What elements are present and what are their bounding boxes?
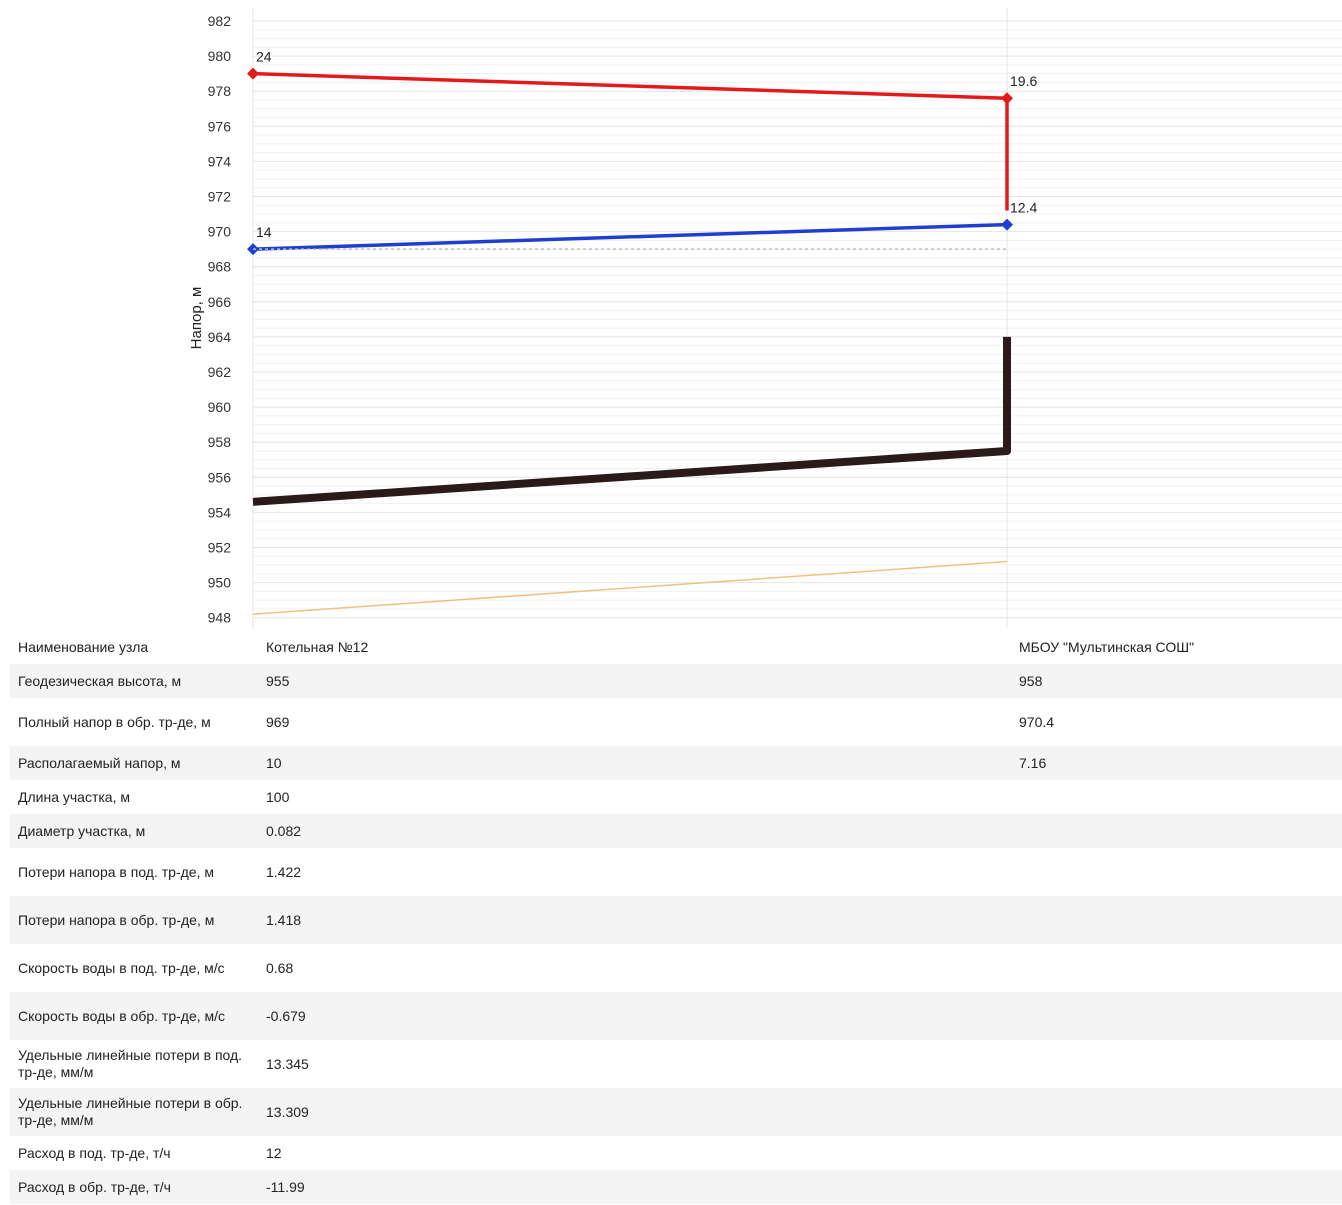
node2-value bbox=[1011, 944, 1342, 992]
y-tick-label: 954 bbox=[208, 504, 232, 520]
table-row: Удельные линейные потери в под. тр-де, м… bbox=[10, 1040, 1342, 1088]
data-label: 14 bbox=[256, 224, 272, 240]
series-line-supply bbox=[252, 71, 1009, 211]
y-tick-label: 974 bbox=[208, 153, 232, 169]
chart-annotations: 24 19.6 14 12.4 bbox=[256, 49, 1037, 240]
series-line-depth bbox=[252, 560, 1008, 615]
table-row: Скорость воды в обр. тр-де, м/с -0.679 bbox=[10, 992, 1342, 1040]
y-tick-label: 978 bbox=[208, 83, 232, 99]
data-label: 19.6 bbox=[1010, 73, 1037, 89]
row-label: Расход в под. тр-де, т/ч bbox=[18, 1144, 171, 1161]
row-label: Располагаемый напор, м bbox=[18, 754, 181, 771]
table-row: Расход в под. тр-де, т/ч 12 bbox=[10, 1136, 1342, 1170]
node2-value bbox=[1011, 814, 1342, 848]
row-label: Расход в обр. тр-де, т/ч bbox=[18, 1178, 171, 1195]
row-label: Потери напора в под. тр-де, м bbox=[18, 863, 214, 880]
y-tick-label: 966 bbox=[208, 294, 232, 310]
node1-value: 10 bbox=[266, 754, 282, 771]
y-tick-label: 952 bbox=[208, 540, 232, 556]
y-axis-label: Напор, м bbox=[188, 287, 205, 350]
table-row: Длина участка, м 100 bbox=[10, 780, 1342, 814]
series-line-ground bbox=[252, 336, 1011, 506]
node1-value: 0.082 bbox=[266, 822, 302, 839]
y-tick-label: 960 bbox=[208, 399, 232, 415]
node2-value: 7.16 bbox=[1019, 754, 1047, 771]
row-label: Удельные линейные потери в под. тр-де, м… bbox=[18, 1047, 243, 1080]
y-tick-label: 962 bbox=[208, 364, 232, 380]
table-row: Удельные линейные потери в обр. тр-де, м… bbox=[10, 1088, 1342, 1136]
node2-value bbox=[1011, 1088, 1342, 1136]
node2-value: 958 bbox=[1019, 672, 1043, 689]
node2-value bbox=[1011, 896, 1342, 944]
y-tick-label: 958 bbox=[208, 434, 232, 450]
table-row: Расход в обр. тр-де, т/ч -11.99 bbox=[10, 1170, 1342, 1204]
node1-value: -11.99 bbox=[266, 1178, 305, 1195]
node1-value: 12 bbox=[266, 1144, 282, 1161]
y-tick-label: 982 bbox=[208, 13, 232, 29]
node2-value bbox=[1011, 1170, 1342, 1204]
node2-value bbox=[1011, 992, 1342, 1040]
row-label: Полный напор в обр. тр-де, м bbox=[18, 713, 211, 730]
series-point-return bbox=[1001, 218, 1013, 231]
node2-value bbox=[1011, 780, 1342, 814]
node1-value: 13.345 bbox=[266, 1055, 309, 1072]
table-row: Потери напора в под. тр-де, м 1.422 bbox=[10, 848, 1342, 896]
row-label: Удельные линейные потери в обр. тр-де, м… bbox=[18, 1095, 243, 1128]
data-label: 12.4 bbox=[1010, 200, 1037, 216]
row-label: Скорость воды в обр. тр-де, м/с bbox=[18, 1007, 226, 1024]
node1-value: 969 bbox=[266, 713, 290, 730]
row-label: Скорость воды в под. тр-де, м/с bbox=[18, 959, 225, 976]
data-label: 24 bbox=[256, 49, 272, 65]
node2-value bbox=[1011, 1040, 1342, 1088]
chart-series bbox=[247, 67, 1013, 615]
y-tick-label: 964 bbox=[208, 329, 232, 345]
table-row: Скорость воды в под. тр-де, м/с 0.68 bbox=[10, 944, 1342, 992]
y-tick-label: 972 bbox=[208, 189, 232, 205]
y-axis: 948 950 952 954 956 958 960 962 964 966 968 970 972 9… bbox=[208, 13, 232, 626]
chart-grid bbox=[252, 8, 1342, 628]
y-tick-label: 948 bbox=[208, 610, 232, 626]
node1-value: 1.418 bbox=[266, 911, 302, 928]
node2-value bbox=[1011, 848, 1342, 896]
node1-value: -0.679 bbox=[266, 1007, 306, 1024]
series-line-return bbox=[252, 222, 1008, 251]
table-row: Полный напор в обр. тр-де, м 969 970.4 bbox=[10, 698, 1342, 746]
node-info-table: Наименование узла Котельная №12 МБОУ "Муль… bbox=[10, 630, 1342, 1204]
y-tick-label: 970 bbox=[208, 224, 232, 240]
node1-value: 1.422 bbox=[266, 863, 302, 880]
node2-value: МБОУ "Мультинская СОШ" bbox=[1019, 638, 1195, 655]
node2-value: 970.4 bbox=[1019, 713, 1055, 730]
node1-value: 100 bbox=[266, 788, 290, 805]
series-point-supply bbox=[247, 67, 259, 80]
row-label: Диаметр участка, м bbox=[18, 822, 146, 839]
y-tick-label: 950 bbox=[208, 575, 232, 591]
y-tick-label: 956 bbox=[208, 469, 232, 485]
piezometric-chart: 948 950 952 954 956 958 960 962 964 966 968 970 972 9… bbox=[188, 8, 1342, 628]
row-label: Наименование узла bbox=[18, 638, 149, 655]
node2-value bbox=[1011, 1136, 1342, 1170]
series-point-supply bbox=[1001, 92, 1013, 105]
y-tick-label: 980 bbox=[208, 48, 232, 64]
row-label: Длина участка, м bbox=[18, 788, 130, 805]
y-tick-label: 976 bbox=[208, 118, 232, 134]
node1-value: Котельная №12 bbox=[266, 638, 369, 655]
row-label: Геодезическая высота, м bbox=[18, 672, 182, 689]
table-row: Наименование узла Котельная №12 МБОУ "Муль… bbox=[10, 630, 1342, 664]
node1-value: 955 bbox=[266, 672, 290, 689]
table-row: Потери напора в обр. тр-де, м 1.418 bbox=[10, 896, 1342, 944]
table-row: Диаметр участка, м 0.082 bbox=[10, 814, 1342, 848]
row-label: Потери напора в обр. тр-де, м bbox=[18, 911, 215, 928]
table-row: Располагаемый напор, м 10 7.16 bbox=[10, 746, 1342, 780]
node1-value: 0.68 bbox=[266, 959, 294, 976]
table-row: Геодезическая высота, м 955 958 bbox=[10, 664, 1342, 698]
node1-value: 13.309 bbox=[266, 1103, 309, 1120]
y-tick-label: 968 bbox=[208, 259, 232, 275]
